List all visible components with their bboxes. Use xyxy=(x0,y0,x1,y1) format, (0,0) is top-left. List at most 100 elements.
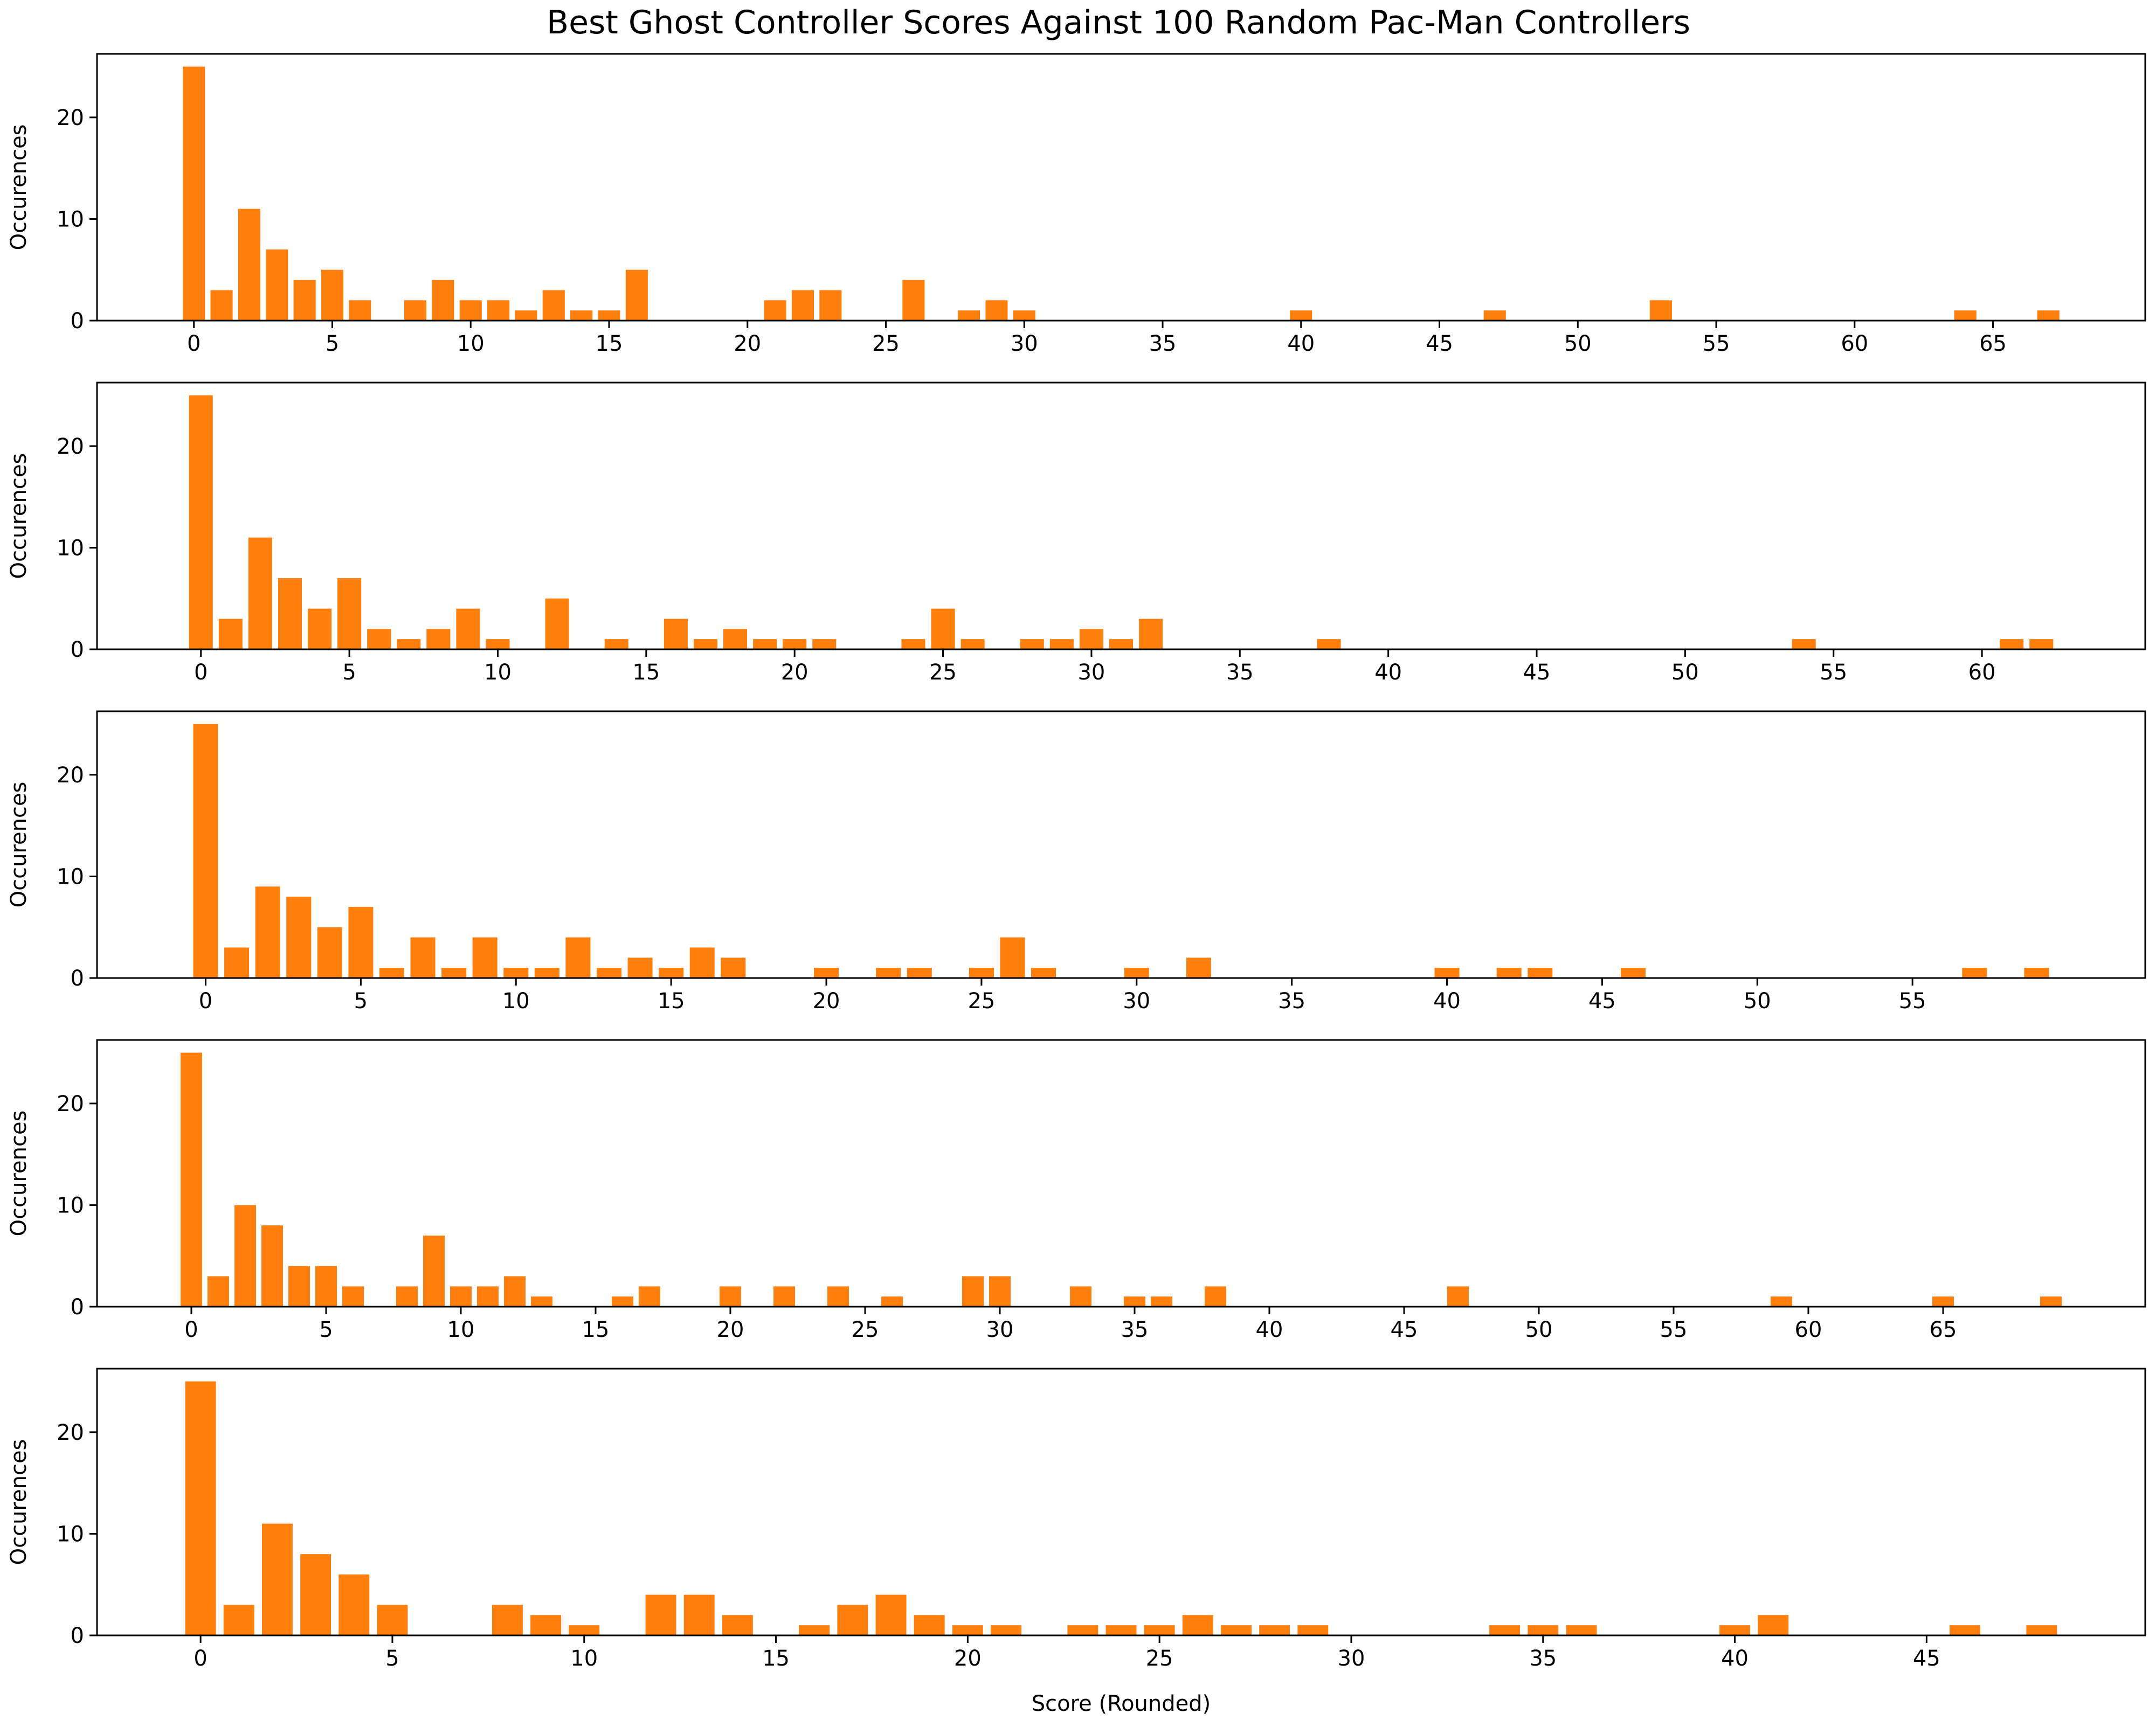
bar-1-21 xyxy=(764,300,786,321)
x-tick-label-1-15: 15 xyxy=(596,331,623,356)
bar-1-13 xyxy=(542,290,565,321)
bar-2-62 xyxy=(2029,639,2054,649)
bar-5-25 xyxy=(1144,1625,1175,1635)
chart-title: Best Ghost Controller Scores Against 100… xyxy=(547,4,1690,41)
bar-2-12 xyxy=(545,598,569,649)
bar-1-28 xyxy=(958,310,980,321)
x-tick-label-1-40: 40 xyxy=(1287,331,1315,356)
bar-4-4 xyxy=(288,1266,310,1307)
bar-2-25 xyxy=(931,608,955,649)
x-tick-label-4-40: 40 xyxy=(1256,1317,1283,1342)
x-tick-label-4-20: 20 xyxy=(717,1317,744,1342)
bar-5-21 xyxy=(991,1625,1021,1635)
x-tick-label-2-60: 60 xyxy=(1968,660,1996,685)
bar-4-3 xyxy=(261,1225,283,1307)
x-tick-label-2-30: 30 xyxy=(1077,660,1105,685)
bar-2-61 xyxy=(2000,639,2024,649)
bar-3-7 xyxy=(410,937,436,978)
x-tick-label-3-5: 5 xyxy=(354,989,368,1014)
bar-5-27 xyxy=(1221,1625,1252,1635)
x-tick-label-3-35: 35 xyxy=(1278,989,1305,1014)
bar-5-12 xyxy=(645,1594,676,1635)
x-tick-label-2-35: 35 xyxy=(1226,660,1254,685)
x-tick-label-2-45: 45 xyxy=(1523,660,1551,685)
bar-3-59 xyxy=(2024,968,2049,978)
bar-3-46 xyxy=(1620,968,1646,978)
bar-4-6 xyxy=(342,1286,364,1307)
bar-4-47 xyxy=(1447,1286,1469,1307)
bar-3-16 xyxy=(689,947,715,978)
bar-1-3 xyxy=(266,249,288,321)
bar-2-9 xyxy=(456,608,480,649)
bar-2-29 xyxy=(1049,639,1074,649)
bar-4-5 xyxy=(315,1266,337,1307)
x-tick-label-5-40: 40 xyxy=(1721,1646,1749,1671)
bar-3-3 xyxy=(286,897,312,978)
bar-2-54 xyxy=(1792,639,1816,649)
x-tick-label-4-65: 65 xyxy=(1930,1317,1957,1342)
y-axis-label-5: Occurences xyxy=(6,1439,31,1565)
x-tick-label-2-5: 5 xyxy=(342,660,356,685)
x-tick-label-3-10: 10 xyxy=(502,989,530,1014)
x-tick-label-3-0: 0 xyxy=(199,989,212,1014)
bar-4-16 xyxy=(612,1296,633,1307)
x-tick-label-3-25: 25 xyxy=(968,989,995,1014)
bar-1-67 xyxy=(2037,310,2060,321)
bar-4-69 xyxy=(2040,1296,2062,1307)
bar-1-8 xyxy=(404,300,427,321)
bar-2-3 xyxy=(278,578,302,649)
bar-1-26 xyxy=(902,280,925,321)
bar-3-30 xyxy=(1124,968,1149,978)
bar-5-13 xyxy=(683,1594,715,1635)
bar-3-22 xyxy=(876,968,901,978)
x-tick-label-1-25: 25 xyxy=(872,331,900,356)
bar-3-23 xyxy=(907,968,932,978)
bar-2-21 xyxy=(812,639,837,649)
bar-5-41 xyxy=(1758,1615,1789,1635)
bar-4-17 xyxy=(639,1286,660,1307)
bar-3-2 xyxy=(255,886,280,978)
axes-frame-2 xyxy=(96,382,2146,650)
bar-4-38 xyxy=(1205,1286,1226,1307)
y-tick-label-3-10: 10 xyxy=(57,864,84,889)
y-tick-label-2-0: 0 xyxy=(71,637,84,662)
x-tick-label-2-0: 0 xyxy=(194,660,208,685)
x-tick-label-1-35: 35 xyxy=(1149,331,1177,356)
x-tick-label-2-25: 25 xyxy=(929,660,957,685)
bar-3-6 xyxy=(379,968,404,978)
bar-5-2 xyxy=(261,1523,293,1635)
bar-3-57 xyxy=(1962,968,1987,978)
bar-4-11 xyxy=(477,1286,499,1307)
bar-3-11 xyxy=(534,968,559,978)
bar-2-31 xyxy=(1109,639,1134,649)
x-tick-label-1-60: 60 xyxy=(1841,331,1868,356)
y-axis-label-2: Occurences xyxy=(6,453,31,579)
subplot-3: 0 5 10 15 20 25 30 35 40 45 50 55 0 10 20 Occurences xyxy=(6,710,2146,1014)
axes-frame-3 xyxy=(96,710,2146,979)
bar-4-1 xyxy=(208,1276,229,1307)
y-tick-label-1-0: 0 xyxy=(71,309,84,334)
bar-5-1 xyxy=(223,1605,254,1635)
bar-1-10 xyxy=(459,300,482,321)
bar-4-9 xyxy=(423,1236,445,1307)
x-tick-label-4-60: 60 xyxy=(1795,1317,1822,1342)
bar-2-19 xyxy=(753,639,777,649)
x-tick-label-5-25: 25 xyxy=(1146,1646,1173,1671)
x-tick-label-3-45: 45 xyxy=(1588,989,1616,1014)
x-tick-label-2-15: 15 xyxy=(632,660,660,685)
x-tick-label-1-20: 20 xyxy=(734,331,761,356)
x-tick-label-3-55: 55 xyxy=(1899,989,1926,1014)
bar-5-16 xyxy=(799,1625,830,1635)
x-tick-label-4-45: 45 xyxy=(1391,1317,1418,1342)
x-tick-label-4-55: 55 xyxy=(1660,1317,1688,1342)
bar-1-14 xyxy=(570,310,593,321)
bar-4-20 xyxy=(720,1286,741,1307)
bar-1-12 xyxy=(515,310,537,321)
subplot-5: 0 5 10 15 20 25 30 35 40 45 0 10 20 Occurences xyxy=(6,1368,2146,1671)
x-tick-label-3-30: 30 xyxy=(1123,989,1150,1014)
bar-4-30 xyxy=(989,1276,1011,1307)
x-tick-label-3-50: 50 xyxy=(1744,989,1771,1014)
bar-1-9 xyxy=(432,280,454,321)
